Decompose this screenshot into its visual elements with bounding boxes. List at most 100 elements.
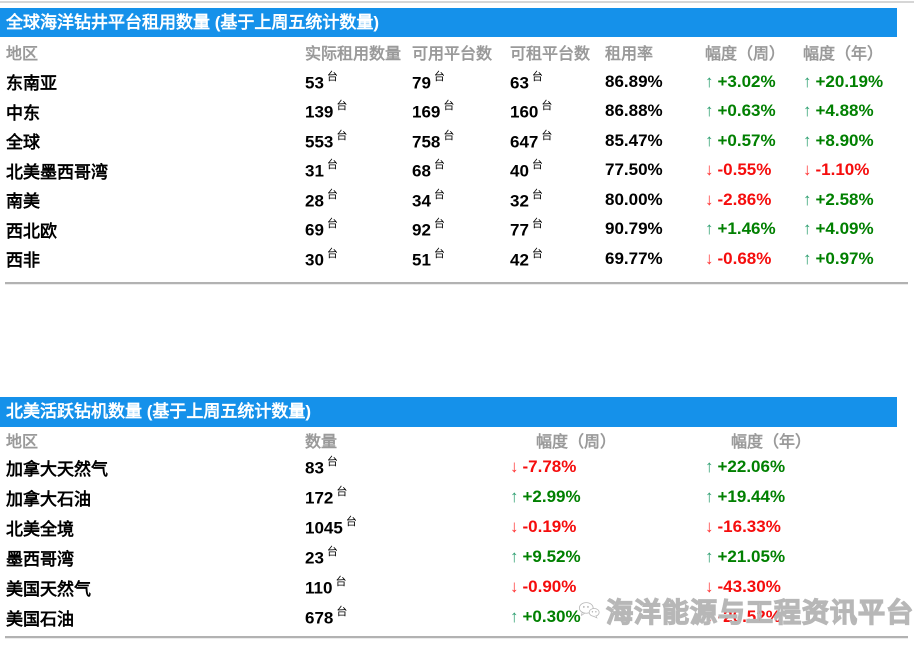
week-change: ↑ +0.30% [510, 607, 581, 626]
rented-count: 28 台 [305, 188, 338, 211]
year-change: ↓ -16.33% [705, 517, 781, 536]
table-row: 西北欧 69 台 92 台 77 台 90.79% ↑ +1.46% ↑ +4.09% [0, 215, 914, 245]
available-count: 68 台 [412, 159, 445, 182]
trend-arrow-icon: ↑ [510, 607, 519, 626]
offshore-table-title: 全球海洋钻井平台租用数量 (基于上周五统计数量) [6, 13, 380, 32]
rental-rate: 69.77% [605, 248, 663, 268]
table-row: 美国天然气 110 台 ↓ -0.90% ↓ -43.30% [0, 572, 914, 602]
rented-count: 69 台 [305, 218, 338, 241]
region-label: 加拿大石油 [6, 489, 91, 509]
na-table-header-row: 地区 数量 幅度（周） 幅度（年） [0, 427, 914, 452]
rentable-count: 42 台 [510, 247, 543, 270]
rig-count: 83 台 [305, 456, 338, 478]
offshore-table-title-bar: 全球海洋钻井平台租用数量 (基于上周五统计数量) [0, 8, 897, 37]
offshore-rig-table: 全球海洋钻井平台租用数量 (基于上周五统计数量) 地区 实际租用数量 可用平台数… [0, 8, 914, 285]
year-change: ↓ -1.10% [803, 160, 870, 180]
trend-arrow-icon: ↑ [510, 547, 519, 566]
trend-arrow-icon: ↑ [803, 248, 812, 268]
trend-arrow-icon: ↓ [803, 160, 812, 180]
week-change: ↓ -7.78% [510, 457, 577, 476]
table-row: 加拿大石油 172 台 ↑ +2.99% ↑ +19.44% [0, 482, 914, 512]
rentable-count: 32 台 [510, 188, 543, 211]
table-row: 南美 28 台 34 台 32 台 80.00% ↓ -2.86% ↑ +2.58% [0, 185, 914, 215]
table-row: 加拿大天然气 83 台 ↓ -7.78% ↑ +22.06% [0, 452, 914, 482]
trend-arrow-icon: ↑ [803, 189, 812, 209]
trend-arrow-icon: ↑ [705, 457, 714, 476]
trend-arrow-icon: ↑ [803, 101, 812, 121]
table-row: 美国石油 678 台 ↑ +0.30% ↓ -20.52% [0, 602, 914, 632]
week-change: ↑ +0.57% [705, 130, 776, 150]
rig-count: 23 台 [305, 546, 338, 568]
table-bottom-rule [5, 281, 908, 285]
year-change: ↑ +2.58% [803, 189, 874, 209]
col-header-rate: 租用率 [605, 46, 654, 63]
table-row: 西非 30 台 51 台 42 台 69.77% ↓ -0.68% ↑ +0.97% [0, 244, 914, 274]
trend-arrow-icon: ↓ [705, 248, 714, 268]
table-bottom-rule [5, 636, 908, 639]
offshore-table-header-row: 地区 实际租用数量 可用平台数 可租平台数 租用率 幅度（周） 幅度（年） [0, 37, 914, 67]
region-label: 全球 [6, 133, 40, 153]
trend-arrow-icon: ↓ [705, 577, 714, 596]
year-change: ↓ -43.30% [705, 577, 781, 596]
rental-rate: 77.50% [605, 160, 663, 180]
year-change: ↑ +22.06% [705, 457, 786, 476]
rental-rate: 90.79% [605, 219, 663, 239]
year-change: ↑ +4.09% [803, 219, 874, 239]
region-label: 西北欧 [6, 221, 57, 241]
col-header-year-change: 幅度（年） [731, 433, 812, 451]
region-label: 美国石油 [6, 609, 74, 629]
trend-arrow-icon: ↑ [705, 487, 714, 506]
trend-arrow-icon: ↓ [705, 607, 714, 626]
trend-arrow-icon: ↑ [705, 130, 714, 150]
col-header-count: 数量 [305, 433, 338, 451]
table-row: 东南亚 53 台 79 台 63 台 86.89% ↑ +3.02% ↑ +20.19% [0, 67, 914, 97]
available-count: 51 台 [412, 247, 445, 270]
region-label: 东南亚 [6, 74, 57, 94]
col-header-year-change: 幅度（年） [803, 46, 884, 63]
table-row: 北美墨西哥湾 31 台 68 台 40 台 77.50% ↓ -0.55% ↓ -1.10… [0, 156, 914, 186]
trend-arrow-icon: ↑ [803, 219, 812, 239]
year-change: ↑ +0.97% [803, 248, 874, 268]
rental-rate: 86.89% [605, 71, 663, 91]
na-table-title: 北美活跃钻机数量 (基于上周五统计数量) [6, 402, 312, 421]
week-change: ↑ +9.52% [510, 547, 581, 566]
trend-arrow-icon: ↓ [705, 160, 714, 180]
region-label: 中东 [6, 103, 40, 123]
trend-arrow-icon: ↑ [803, 71, 812, 91]
rentable-count: 63 台 [510, 70, 543, 93]
week-change: ↓ -2.86% [705, 189, 772, 209]
rental-rate: 85.47% [605, 130, 663, 150]
available-count: 169 台 [412, 100, 455, 123]
trend-arrow-icon: ↓ [510, 457, 519, 476]
trend-arrow-icon: ↑ [705, 101, 714, 121]
trend-arrow-icon: ↑ [510, 487, 519, 506]
region-label: 北美墨西哥湾 [6, 162, 108, 182]
rig-count: 172 台 [305, 486, 348, 508]
col-header-available: 可用平台数 [412, 46, 493, 63]
rented-count: 139 台 [305, 100, 348, 123]
year-change: ↑ +20.19% [803, 71, 884, 91]
table-row: 北美全境 1045 台 ↓ -0.19% ↓ -16.33% [0, 512, 914, 542]
col-header-region: 地区 [6, 46, 39, 63]
rig-count: 678 台 [305, 606, 348, 628]
trend-arrow-icon: ↑ [803, 130, 812, 150]
week-change: ↑ +3.02% [705, 71, 776, 91]
na-table-title-bar: 北美活跃钻机数量 (基于上周五统计数量) [0, 397, 897, 427]
rented-count: 553 台 [305, 129, 348, 152]
year-change: ↑ +8.90% [803, 130, 874, 150]
rig-count: 1045 台 [305, 516, 357, 538]
rentable-count: 647 台 [510, 129, 553, 152]
week-change: ↑ +1.46% [705, 219, 776, 239]
top-divider [0, 1, 914, 3]
table-row: 中东 139 台 169 台 160 台 86.88% ↑ +0.63% ↑ +4.88% [0, 97, 914, 127]
available-count: 758 台 [412, 129, 455, 152]
available-count: 92 台 [412, 218, 445, 241]
rented-count: 53 台 [305, 70, 338, 93]
na-rig-table: 北美活跃钻机数量 (基于上周五统计数量) 地区 数量 幅度（周） 幅度（年） 加… [0, 397, 914, 639]
week-change: ↑ +2.99% [510, 487, 581, 506]
year-change: ↓ -20.52% [705, 607, 781, 626]
region-label: 墨西哥湾 [6, 549, 74, 569]
year-change: ↑ +19.44% [705, 487, 786, 506]
col-header-region: 地区 [6, 433, 39, 451]
